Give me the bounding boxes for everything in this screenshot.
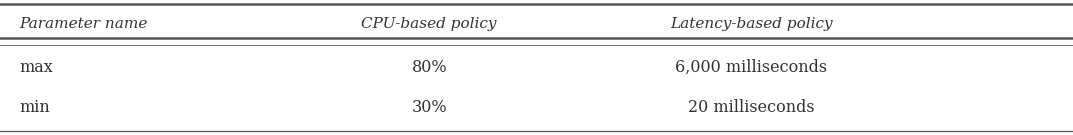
Text: 30%: 30% [411,99,447,117]
Text: max: max [19,59,53,76]
Text: min: min [19,99,50,117]
Text: 20 milliseconds: 20 milliseconds [688,99,814,117]
Text: 6,000 milliseconds: 6,000 milliseconds [675,59,827,76]
Text: Latency-based policy: Latency-based policy [670,17,833,31]
Text: CPU-based policy: CPU-based policy [362,17,497,31]
Text: Parameter name: Parameter name [19,17,148,31]
Text: 80%: 80% [411,59,447,76]
